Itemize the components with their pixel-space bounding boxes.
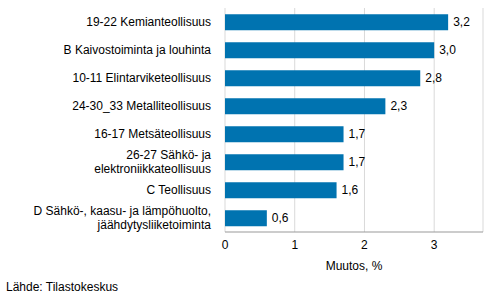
svg-text:1,6: 1,6 [342, 183, 359, 197]
svg-text:2,3: 2,3 [390, 99, 407, 113]
svg-text:0: 0 [222, 238, 229, 252]
svg-text:2,8: 2,8 [425, 71, 442, 85]
svg-text:16-17 Metsäteollisuus: 16-17 Metsäteollisuus [94, 127, 211, 141]
svg-text:C Teollisuus: C Teollisuus [147, 183, 211, 197]
svg-text:0,6: 0,6 [272, 211, 289, 225]
svg-text:D Sähkö-, kaasu- ja lämpöhuolt: D Sähkö-, kaasu- ja lämpöhuolto,jäähdyty… [34, 204, 212, 232]
svg-text:1,7: 1,7 [349, 127, 366, 141]
svg-text:2: 2 [361, 238, 368, 252]
svg-text:1: 1 [291, 238, 298, 252]
svg-text:3: 3 [431, 238, 438, 252]
svg-text:10-11 Elintarviketeollisuus: 10-11 Elintarviketeollisuus [72, 71, 211, 85]
svg-text:3,2: 3,2 [453, 15, 470, 29]
html-text:Lähde: Tilastokeskus: Lähde: Tilastokeskus [6, 280, 119, 294]
svg-text:1,7: 1,7 [349, 155, 366, 169]
svg-text:19-22 Kemianteollisuus: 19-22 Kemianteollisuus [86, 15, 211, 29]
svg-text:3,0: 3,0 [439, 43, 456, 57]
svg-text:26-27 Sähkö- jaelektroniikkate: 26-27 Sähkö- jaelektroniikkateollisuus [94, 148, 211, 176]
svg-text:Muutos, %: Muutos, % [326, 259, 383, 273]
svg-text:24-30_33 Metalliteollisuus: 24-30_33 Metalliteollisuus [72, 99, 211, 113]
svg-text:B Kaivostoiminta ja louhinta: B Kaivostoiminta ja louhinta [64, 43, 212, 57]
